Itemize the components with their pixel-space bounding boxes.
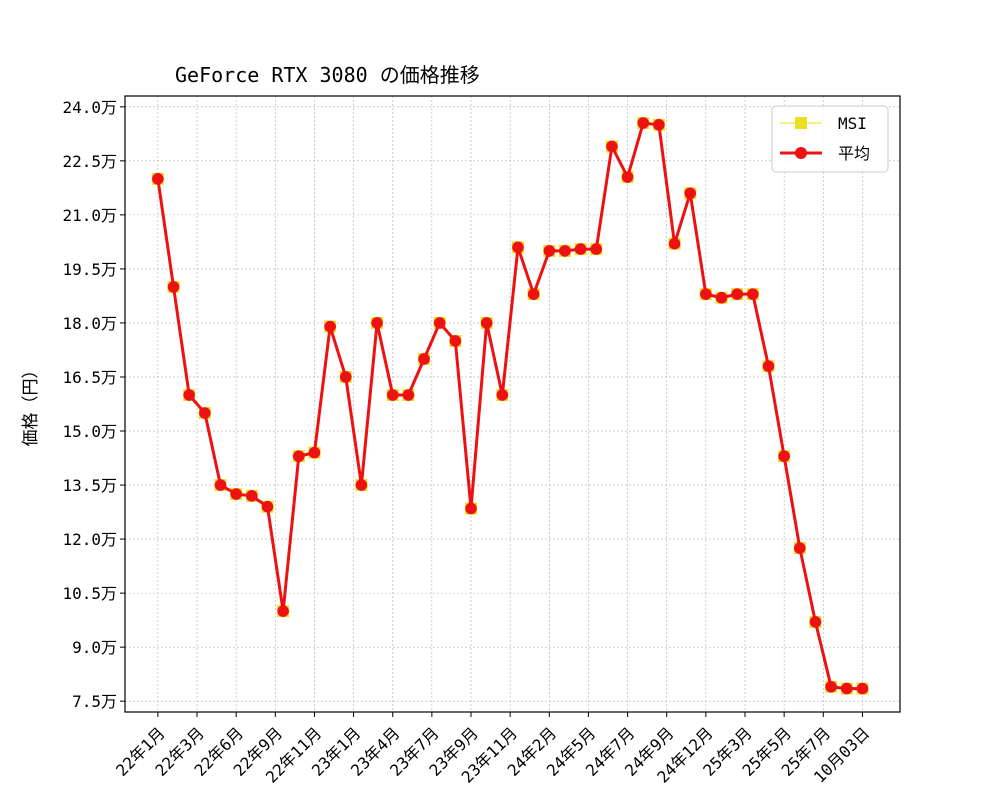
data-point-average [715, 291, 728, 304]
y-tick-label: 10.5万 [62, 584, 117, 603]
data-point-average [512, 241, 524, 254]
data-point-average [700, 288, 712, 300]
y-tick-label: 19.5万 [62, 260, 117, 279]
data-point-average [559, 245, 571, 257]
data-point-average [324, 320, 336, 333]
legend-box [771, 105, 889, 173]
data-point-average [606, 140, 618, 153]
legend-average-label: 平均 [838, 144, 870, 163]
data-point-average [825, 680, 837, 693]
data-point-average [621, 171, 634, 183]
data-point-average [543, 245, 556, 257]
y-axis-label: 価格（円） [21, 362, 41, 447]
data-point-average [214, 479, 227, 491]
chart-title: GeForce RTX 3080 の価格推移 [175, 63, 480, 87]
data-point-average [762, 360, 775, 372]
data-point-average [731, 288, 743, 300]
data-point-average [152, 173, 164, 185]
data-point-average [793, 542, 806, 554]
data-point-average [292, 450, 305, 463]
data-point-average [840, 682, 853, 695]
legend: MSI 平均 [771, 105, 889, 173]
data-point-average [809, 616, 822, 628]
data-point-average [480, 317, 493, 329]
data-point-average [339, 371, 352, 383]
data-point-average [277, 605, 289, 617]
data-point-average [590, 243, 603, 255]
data-point-average [402, 389, 415, 401]
y-tick-label: 12.0万 [62, 530, 117, 549]
data-point-average [246, 490, 258, 502]
legend-item-average: 平均 [780, 144, 870, 163]
data-point-average [449, 335, 462, 347]
series-layer [151, 117, 869, 695]
data-point-average [668, 237, 681, 250]
data-point-average [355, 479, 368, 491]
data-point-average [684, 187, 697, 200]
data-point-average [433, 317, 446, 329]
data-point-average [167, 281, 180, 293]
data-point-average [308, 446, 321, 459]
y-tick-label: 13.5万 [62, 476, 117, 495]
y-tick-label: 18.0万 [62, 314, 117, 333]
y-tick-label: 16.5万 [62, 368, 117, 387]
y-tick-label: 15.0万 [62, 422, 117, 441]
legend-msi-marker [795, 117, 807, 129]
y-tick-label: 21.0万 [62, 206, 117, 225]
plot-frame [124, 95, 901, 713]
data-point-average [199, 407, 211, 419]
data-point-average [465, 502, 477, 515]
data-point-average [527, 288, 540, 300]
y-tick-label: 22.5万 [62, 152, 117, 171]
legend-item-msi: MSI [780, 114, 867, 133]
data-point-average [386, 389, 399, 401]
data-point-average [371, 317, 383, 329]
data-point-average [747, 288, 759, 300]
y-tick-label: 9.0万 [72, 638, 117, 657]
axis-ticks: 7.5万 9.0万 10.5万 12.0万 13.5万 15.0万 16.5万 18.0万 19… [62, 98, 873, 787]
y-tick-label: 24.0万 [62, 98, 117, 117]
data-point-average [856, 682, 869, 695]
data-point-average [230, 488, 242, 500]
legend-average-marker [795, 147, 807, 159]
data-point-average [183, 389, 195, 401]
data-point-average [778, 450, 790, 463]
data-point-average [637, 117, 650, 129]
data-point-average [496, 389, 509, 401]
y-tick-label: 7.5万 [72, 692, 117, 711]
legend-msi-label: MSI [838, 114, 867, 133]
series-line-average [156, 121, 863, 691]
data-point-average [261, 500, 274, 513]
grid [125, 96, 900, 712]
data-point-average [574, 243, 587, 255]
data-point-average [418, 353, 430, 365]
data-point-average [653, 119, 665, 131]
